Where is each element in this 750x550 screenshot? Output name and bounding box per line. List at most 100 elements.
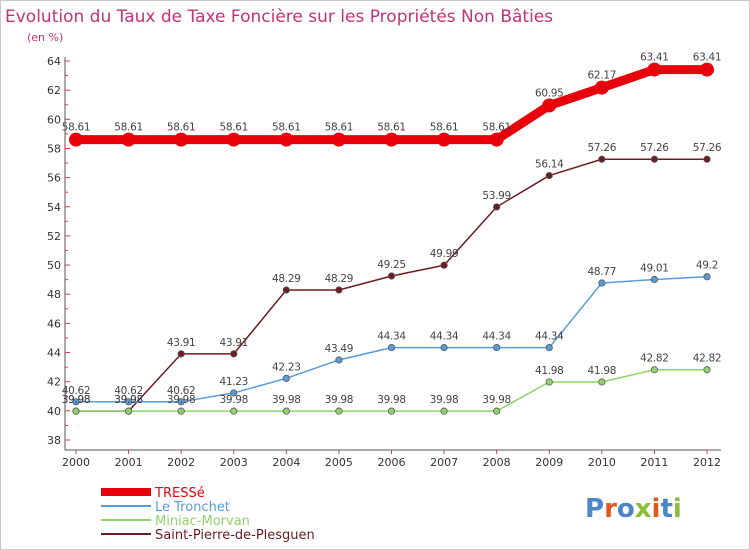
x-tick-label: 2000 bbox=[62, 456, 90, 469]
data-point bbox=[703, 273, 711, 281]
x-tick-label: 2007 bbox=[430, 456, 458, 469]
data-label: 39.98 bbox=[430, 394, 459, 406]
y-tick-label: 38 bbox=[47, 434, 61, 447]
data-point bbox=[177, 398, 185, 406]
data-label: 42.23 bbox=[272, 361, 301, 373]
data-point bbox=[703, 366, 711, 374]
data-point bbox=[489, 132, 504, 147]
data-point bbox=[124, 407, 133, 415]
series-layer bbox=[69, 62, 714, 415]
data-label: 39.98 bbox=[377, 394, 406, 406]
y-tick-label: 44 bbox=[47, 347, 61, 360]
y-tick-label: 52 bbox=[47, 230, 61, 243]
data-label: 48.77 bbox=[588, 266, 617, 278]
logo-letter: t bbox=[660, 494, 672, 524]
data-label: 58.61 bbox=[114, 122, 143, 134]
data-point bbox=[384, 132, 399, 147]
data-point bbox=[335, 356, 343, 364]
logo-letter: o bbox=[617, 494, 635, 524]
x-tick-label: 2002 bbox=[167, 456, 195, 469]
data-label: 44.34 bbox=[430, 331, 459, 343]
data-point bbox=[647, 62, 662, 77]
data-point bbox=[331, 132, 346, 147]
data-label: 63.41 bbox=[640, 52, 669, 64]
data-label: 41.98 bbox=[588, 365, 617, 377]
data-label: 56.14 bbox=[535, 159, 564, 171]
y-tick-label: 54 bbox=[47, 201, 61, 214]
y-tick-label: 60 bbox=[47, 113, 61, 126]
data-label: 49.01 bbox=[640, 263, 669, 275]
data-label: 49.25 bbox=[377, 259, 406, 271]
data-label: 63.41 bbox=[693, 52, 722, 64]
data-point bbox=[493, 407, 501, 415]
data-label: 39.98 bbox=[325, 394, 354, 406]
data-label: 53.99 bbox=[482, 190, 511, 202]
data-point bbox=[124, 398, 133, 406]
data-point bbox=[700, 62, 714, 77]
logo-letter: P bbox=[585, 494, 604, 524]
data-label: 42.82 bbox=[693, 353, 722, 365]
data-point bbox=[437, 132, 452, 147]
data-label: 43.49 bbox=[325, 343, 354, 355]
data-point bbox=[279, 132, 294, 147]
y-tick-label: 56 bbox=[47, 172, 61, 185]
data-point bbox=[230, 407, 238, 415]
data-label: 44.34 bbox=[482, 331, 511, 343]
data-point bbox=[72, 407, 80, 415]
logo-letter: i bbox=[652, 494, 661, 524]
data-label: 43.91 bbox=[167, 337, 196, 349]
data-label: 40.62 bbox=[62, 385, 91, 397]
data-point bbox=[703, 155, 711, 163]
data-point bbox=[177, 407, 185, 415]
data-label: 43.91 bbox=[219, 337, 248, 349]
y-tick-label: 46 bbox=[47, 317, 61, 330]
data-point bbox=[650, 155, 659, 163]
legend-label: TRESSé bbox=[154, 486, 205, 501]
unit-label: (en %) bbox=[27, 31, 63, 44]
data-label: 58.61 bbox=[219, 122, 248, 134]
data-point bbox=[440, 343, 448, 352]
data-label: 49.2 bbox=[696, 260, 718, 272]
data-point bbox=[650, 366, 659, 374]
y-tick-label: 42 bbox=[47, 376, 61, 389]
y-tick-label: 62 bbox=[47, 84, 61, 97]
logo-letter: x bbox=[635, 494, 652, 524]
x-tick-label: 2005 bbox=[325, 456, 353, 469]
data-label: 57.26 bbox=[588, 142, 617, 154]
data-point bbox=[440, 261, 448, 269]
data-label: 39.98 bbox=[219, 394, 248, 406]
y-tick-label: 48 bbox=[47, 288, 61, 301]
x-tick-label: 2001 bbox=[115, 456, 143, 469]
data-point bbox=[387, 272, 396, 280]
data-label: 58.61 bbox=[167, 122, 196, 134]
data-label: 41.98 bbox=[535, 365, 564, 377]
data-label: 44.34 bbox=[535, 331, 564, 343]
data-point bbox=[387, 343, 396, 352]
data-label: 58.61 bbox=[377, 122, 406, 134]
y-tick-label: 64 bbox=[47, 55, 61, 68]
y-tick-label: 40 bbox=[47, 405, 61, 418]
data-label: 58.61 bbox=[482, 122, 511, 134]
proxiti-logo-text: Proxiti bbox=[585, 494, 682, 524]
data-point bbox=[650, 275, 659, 284]
legend-label: Saint-Pierre-de-Plesguen bbox=[155, 528, 315, 543]
x-tick-label: 2010 bbox=[588, 456, 616, 469]
data-point bbox=[598, 378, 606, 386]
data-label: 48.29 bbox=[272, 273, 301, 285]
data-point bbox=[177, 350, 185, 358]
legend-label: Le Tronchet bbox=[155, 500, 230, 515]
data-label: 44.34 bbox=[377, 331, 406, 343]
chart-title: Evolution du Taux de Taxe Foncière sur l… bbox=[5, 7, 553, 27]
data-label: 40.62 bbox=[167, 385, 196, 397]
axes: 38 40 42 44 46 48 50 52 54 56 58 60 62 64 2000 2001 2002… bbox=[47, 55, 721, 469]
x-tick-label: 2012 bbox=[693, 456, 721, 469]
data-label: 39.98 bbox=[62, 394, 91, 406]
data-label: 57.26 bbox=[640, 142, 669, 154]
data-label: 58.61 bbox=[430, 122, 459, 134]
data-label: 60.95 bbox=[535, 87, 564, 99]
data-point bbox=[69, 132, 83, 147]
data-label: 39.98 bbox=[114, 394, 143, 406]
data-point bbox=[121, 132, 136, 147]
data-point bbox=[335, 286, 343, 294]
